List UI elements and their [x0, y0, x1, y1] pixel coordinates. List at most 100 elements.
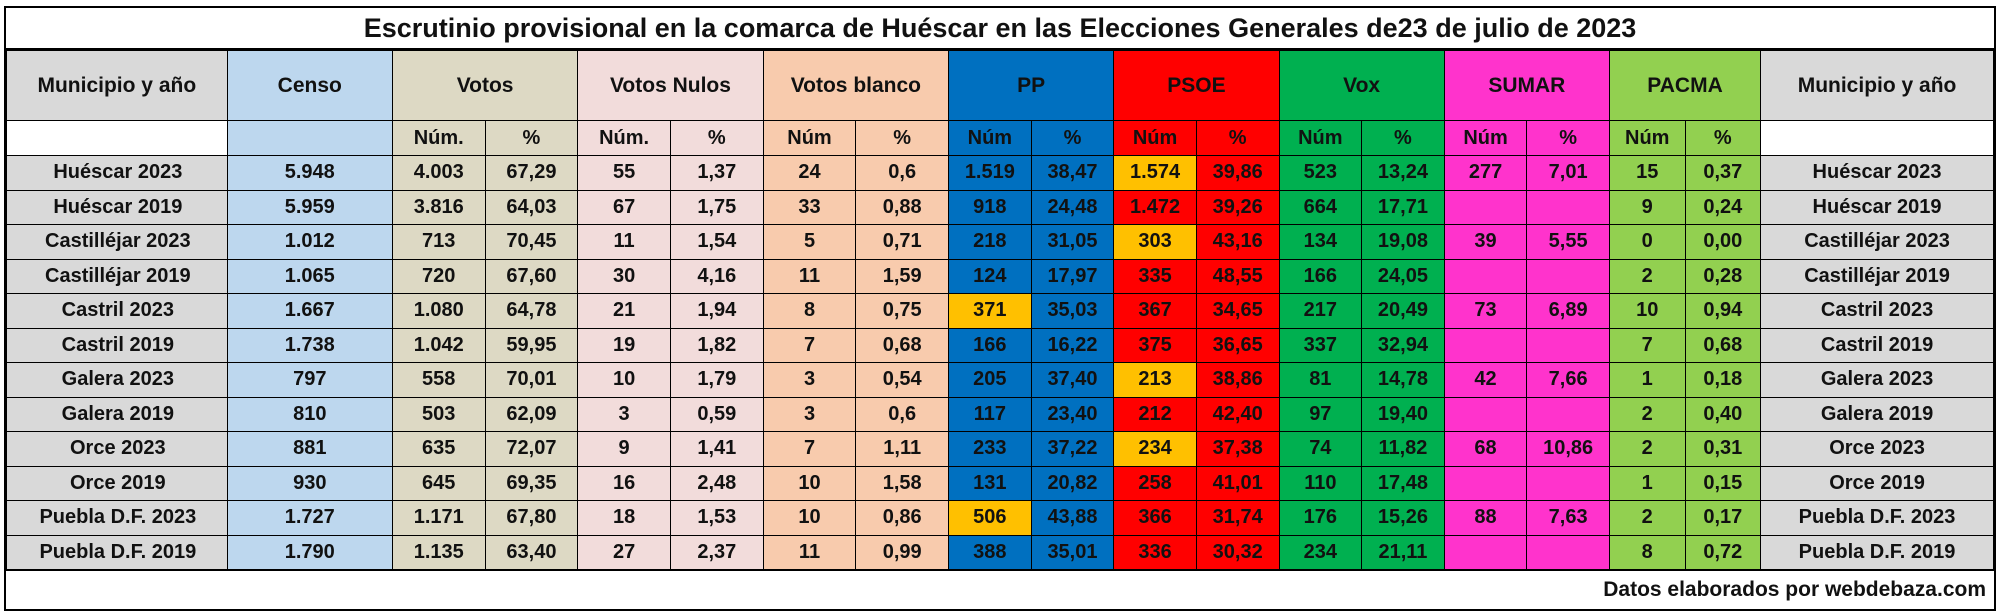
cell-municipio-right: Huéscar 2019: [1760, 189, 1994, 225]
cell-blanco-pct: 0,71: [855, 224, 950, 260]
cell-blanco-pct: 0,6: [855, 396, 950, 432]
cell-nulos-num: 30: [577, 258, 671, 294]
cell-sumar-pct: 7,01: [1526, 155, 1610, 191]
cell-sumar-num: 42: [1443, 362, 1528, 398]
cell-pp-pct: 16,22: [1030, 327, 1115, 363]
cell-pp-num: 205: [948, 362, 1032, 398]
table-row: Galera 2023 797 558 70,01 10 1,79 3 0,54 205 37,4…: [6, 362, 1994, 398]
cell-censo: 881: [226, 431, 393, 467]
cell-sumar-pct: [1526, 534, 1610, 570]
cell-psoe-num: 258: [1113, 465, 1197, 501]
cell-municipio-right: Galera 2023: [1760, 362, 1994, 398]
header-row: Municipio y año Censo Votos Votos Nulos …: [6, 50, 1994, 121]
cell-sumar-pct: 5,55: [1526, 224, 1610, 260]
cell-psoe-pct: 36,65: [1195, 327, 1280, 363]
cell-votos-num: 4.003: [391, 155, 486, 191]
header-votos-nulos: Votos Nulos: [577, 50, 764, 121]
cell-sumar-pct: [1526, 465, 1610, 501]
cell-nulos-pct: 1,53: [669, 500, 764, 536]
cell-pacma-pct: 0,94: [1684, 293, 1762, 329]
cell-vox-pct: 17,71: [1361, 189, 1445, 225]
subheader-psoe-pct: %: [1195, 120, 1280, 156]
cell-pp-pct: 38,47: [1030, 155, 1115, 191]
cell-municipio: Castilléjar 2019: [6, 258, 228, 294]
subheader-row: Núm. % Núm. % Núm % Núm % Núm % Núm % Nú…: [6, 120, 1994, 156]
cell-nulos-num: 16: [577, 465, 671, 501]
table-row: Castril 2023 1.667 1.080 64,78 21 1,94 8 0,75 37…: [6, 293, 1994, 329]
cell-pp-pct: 37,40: [1030, 362, 1115, 398]
cell-vox-num: 166: [1278, 258, 1363, 294]
cell-nulos-pct: 0,59: [669, 396, 764, 432]
cell-nulos-pct: 1,75: [669, 189, 764, 225]
cell-nulos-pct: 1,37: [669, 155, 764, 191]
cell-municipio: Castril 2019: [6, 327, 228, 363]
subheader-vox-pct: %: [1361, 120, 1445, 156]
cell-censo: 1.012: [226, 224, 393, 260]
cell-sumar-num: 73: [1443, 293, 1528, 329]
cell-pacma-num: 8: [1608, 534, 1686, 570]
cell-pp-num: 131: [948, 465, 1032, 501]
cell-psoe-num: 1.472: [1113, 189, 1197, 225]
cell-censo: 797: [226, 362, 393, 398]
cell-blanco-num: 3: [762, 396, 857, 432]
cell-pacma-pct: 0,68: [1684, 327, 1762, 363]
cell-municipio: Galera 2023: [6, 362, 228, 398]
cell-blanco-num: 7: [762, 327, 857, 363]
cell-pp-pct: 31,05: [1030, 224, 1115, 260]
cell-votos-pct: 67,60: [484, 258, 579, 294]
header-pacma: PACMA: [1608, 50, 1762, 121]
cell-pp-pct: 17,97: [1030, 258, 1115, 294]
cell-votos-pct: 69,35: [484, 465, 579, 501]
cell-vox-pct: 20,49: [1361, 293, 1445, 329]
cell-pacma-pct: 0,00: [1684, 224, 1762, 260]
cell-blanco-pct: 0,99: [855, 534, 950, 570]
cell-psoe-num: 336: [1113, 534, 1197, 570]
cell-votos-pct: 63,40: [484, 534, 579, 570]
cell-sumar-pct: 6,89: [1526, 293, 1610, 329]
cell-votos-num: 503: [391, 396, 486, 432]
cell-municipio: Huéscar 2023: [6, 155, 228, 191]
cell-blanco-pct: 0,68: [855, 327, 950, 363]
cell-psoe-num: 367: [1113, 293, 1197, 329]
cell-pacma-pct: 0,31: [1684, 431, 1762, 467]
cell-nulos-pct: 1,54: [669, 224, 764, 260]
cell-votos-num: 720: [391, 258, 486, 294]
cell-votos-pct: 70,45: [484, 224, 579, 260]
cell-psoe-pct: 42,40: [1195, 396, 1280, 432]
header-municipio-right: Municipio y año: [1760, 50, 1994, 121]
cell-sumar-pct: [1526, 258, 1610, 294]
cell-vox-num: 134: [1278, 224, 1363, 260]
cell-municipio: Castril 2023: [6, 293, 228, 329]
cell-municipio-right: Puebla D.F. 2019: [1760, 534, 1994, 570]
cell-blanco-num: 33: [762, 189, 857, 225]
cell-psoe-num: 234: [1113, 431, 1197, 467]
cell-vox-num: 664: [1278, 189, 1363, 225]
cell-pp-pct: 35,03: [1030, 293, 1115, 329]
subheader-votos-pct: %: [484, 120, 579, 156]
cell-pacma-pct: 0,15: [1684, 465, 1762, 501]
cell-psoe-num: 366: [1113, 500, 1197, 536]
header-votos-blanco: Votos blanco: [762, 50, 950, 121]
cell-blanco-num: 5: [762, 224, 857, 260]
cell-nulos-pct: 2,48: [669, 465, 764, 501]
cell-sumar-num: [1443, 465, 1528, 501]
subheader-vox-num: Núm: [1278, 120, 1363, 156]
cell-nulos-pct: 2,37: [669, 534, 764, 570]
cell-blanco-pct: 1,58: [855, 465, 950, 501]
cell-blanco-pct: 1,11: [855, 431, 950, 467]
cell-blanco-num: 8: [762, 293, 857, 329]
cell-pp-num: 918: [948, 189, 1032, 225]
cell-blanco-num: 10: [762, 500, 857, 536]
cell-sumar-pct: [1526, 189, 1610, 225]
cell-sumar-num: [1443, 396, 1528, 432]
cell-censo: 1.790: [226, 534, 393, 570]
cell-vox-pct: 19,08: [1361, 224, 1445, 260]
cell-vox-pct: 24,05: [1361, 258, 1445, 294]
cell-pacma-num: 7: [1608, 327, 1686, 363]
cell-vox-num: 217: [1278, 293, 1363, 329]
cell-pp-num: 388: [948, 534, 1032, 570]
cell-nulos-num: 19: [577, 327, 671, 363]
cell-pacma-num: 2: [1608, 396, 1686, 432]
subheader-blanco-pct: %: [855, 120, 950, 156]
cell-sumar-num: 88: [1443, 500, 1528, 536]
